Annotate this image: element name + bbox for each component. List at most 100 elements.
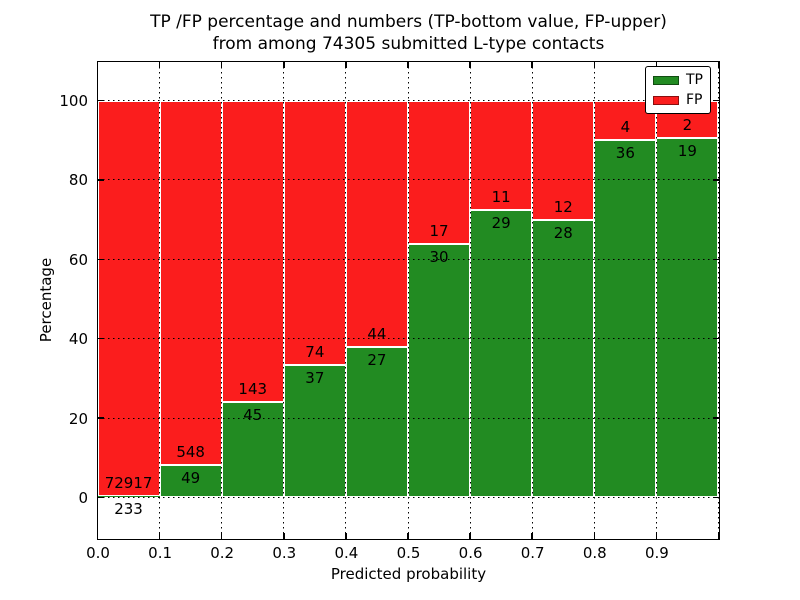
x-tick-mark <box>220 61 223 68</box>
x-tick-mark <box>345 61 347 68</box>
bar-segment-fp <box>221 100 284 403</box>
tp-count-label: 36 <box>615 144 635 163</box>
chart-title-line2: from among 74305 submitted L-type contac… <box>212 34 605 54</box>
v-gridline <box>283 61 285 539</box>
plot-inner: 72917 233 548 49 143 45 74 37 44 27 17 30 11 29 12 28 4 3… <box>96 61 720 539</box>
bar-segment-tp <box>345 346 408 498</box>
y-tick-mark <box>712 337 719 340</box>
y-tick-mark <box>97 99 104 102</box>
legend-item-tp: TP <box>653 73 703 87</box>
h-gridline <box>97 497 719 498</box>
legend-swatch-fp <box>653 95 679 105</box>
y-tick-mark <box>97 496 104 499</box>
v-gridline <box>718 61 719 539</box>
v-gridline <box>531 61 533 539</box>
legend-label-fp: FP <box>686 92 703 108</box>
y-tick-label: 40 <box>68 330 88 349</box>
y-tick-label: 100 <box>59 92 88 110</box>
v-gridline <box>593 61 595 539</box>
y-tick-label: 20 <box>68 409 88 428</box>
v-gridline <box>407 61 409 539</box>
x-tick-label: 0.2 <box>210 544 235 562</box>
x-tick-mark <box>531 532 533 539</box>
bar-segment-tp <box>97 496 160 498</box>
tp-count-label: 45 <box>243 406 263 425</box>
tp-count-label: 49 <box>181 468 201 487</box>
bar-segment-tp <box>656 138 719 498</box>
v-gridline <box>655 61 657 539</box>
fp-count-label: 2 <box>682 116 693 135</box>
x-tick-label: 0.7 <box>520 544 545 562</box>
x-tick-mark <box>717 61 720 68</box>
x-tick-mark <box>96 61 99 68</box>
tp-count-label: 233 <box>114 500 143 519</box>
y-tick-mark <box>97 179 104 181</box>
x-tick-mark <box>158 532 161 539</box>
h-gridline <box>97 179 719 181</box>
x-tick-label: 0.9 <box>644 544 669 562</box>
fp-count-label: 44 <box>367 324 387 343</box>
legend-item-fp: FP <box>653 93 703 107</box>
x-tick-label: 0.1 <box>148 544 173 562</box>
fp-count-label: 17 <box>429 222 449 241</box>
y-tick-mark <box>712 258 719 261</box>
y-tick-label: 80 <box>68 171 88 190</box>
fp-count-label: 74 <box>305 343 325 362</box>
fp-count-label: 11 <box>491 187 511 206</box>
h-gridline <box>97 100 719 101</box>
bar-segment-tp <box>532 219 595 498</box>
x-axis-label: Predicted probability <box>330 565 487 583</box>
fp-count-label: 143 <box>238 380 268 399</box>
fp-count-label: 4 <box>620 118 631 137</box>
x-tick-label: 0.3 <box>272 544 297 562</box>
tp-count-label: 30 <box>429 248 449 267</box>
x-tick-mark <box>407 532 409 539</box>
bar-segment-tp <box>159 464 222 498</box>
tp-count-label: 19 <box>677 142 697 161</box>
y-tick-mark <box>712 179 719 181</box>
x-tick-mark <box>220 532 223 539</box>
y-tick-label: 0 <box>78 489 88 507</box>
v-gridline <box>159 61 161 539</box>
y-tick-mark <box>97 337 104 340</box>
legend-label-tp: TP <box>686 72 703 88</box>
bar-segment-fp <box>283 100 346 366</box>
tp-count-label: 37 <box>305 369 325 388</box>
x-tick-mark <box>469 532 471 539</box>
h-gridline <box>97 417 719 419</box>
fp-count-label: 12 <box>553 197 573 216</box>
x-tick-mark <box>283 61 285 68</box>
x-tick-mark <box>655 61 658 68</box>
y-tick-mark <box>712 496 719 499</box>
x-tick-mark <box>407 61 409 68</box>
x-tick-mark <box>469 61 471 68</box>
bar-segment-tp <box>470 209 533 498</box>
v-gridline <box>469 61 471 539</box>
bar-segment-fp <box>532 100 595 220</box>
x-tick-mark <box>593 61 596 68</box>
tp-count-label: 28 <box>553 223 573 242</box>
plot-area: 72917 233 548 49 143 45 74 37 44 27 17 30 11 29 12 28 4 3… <box>96 60 720 540</box>
legend: TP FP <box>645 66 711 114</box>
x-tick-label: 0.0 <box>86 544 110 562</box>
y-tick-mark <box>712 417 719 419</box>
y-tick-mark <box>97 417 104 419</box>
y-tick-mark <box>712 99 719 102</box>
h-gridline <box>97 258 719 260</box>
x-tick-mark <box>531 61 533 68</box>
x-tick-mark <box>283 532 285 539</box>
bar-segment-tp <box>594 140 657 498</box>
chart-title: TP /FP percentage and numbers (TP-bottom… <box>98 11 719 55</box>
x-tick-label: 0.5 <box>396 544 421 562</box>
y-tick-label: 60 <box>68 250 88 269</box>
bar-segment-fp <box>408 100 471 245</box>
v-gridline <box>221 61 223 539</box>
legend-swatch-tp <box>653 75 679 85</box>
bar-segment-fp <box>159 100 222 465</box>
x-tick-mark <box>158 61 161 68</box>
fp-count-label: 72917 <box>104 474 153 493</box>
x-tick-label: 0.8 <box>582 544 607 562</box>
bar-segment-fp <box>470 100 533 210</box>
x-tick-mark <box>655 532 658 539</box>
